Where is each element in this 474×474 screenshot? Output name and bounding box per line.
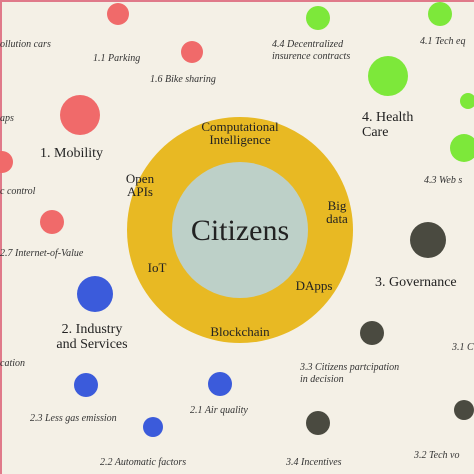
item-label-line: in decision [300, 374, 344, 385]
item-label-line: c control [0, 186, 36, 197]
dot [107, 3, 129, 25]
inner-circle [172, 162, 308, 298]
dot [306, 6, 330, 30]
dot [306, 411, 330, 435]
dot [360, 321, 384, 345]
domain-label: 1. Mobility [40, 146, 103, 161]
ring-label-line: Intelligence [209, 132, 271, 147]
ring-label: Computational Intelligence [201, 119, 279, 147]
item-label: 1.1 Parking [93, 53, 140, 64]
dot [60, 95, 100, 135]
item-label-line: 4.1 Tech eq [420, 36, 465, 47]
ring-label: DApps [296, 278, 333, 293]
item-label: 3.2 Tech vo [413, 450, 459, 461]
item-label: 2.1 Air quality [190, 405, 248, 416]
item-label: 1.6 Bike sharing [150, 74, 216, 85]
item-label-line: insurence contracts [272, 51, 350, 62]
dots [0, 2, 474, 437]
ring-label: IoT [148, 260, 167, 275]
domain-label-line: and Services [56, 337, 127, 352]
item-label: aps [0, 113, 14, 124]
item-label-line: aps [0, 113, 14, 124]
domain-label: 4. Health Care [362, 110, 413, 140]
item-label-line: 1.1 Parking [93, 53, 140, 64]
ring-label-line: APIs [127, 184, 153, 199]
item-label: 3.3 Citizens partcipation in decision [299, 362, 399, 385]
center-title: Citizens [191, 214, 289, 247]
ring-label-line: Big [328, 198, 347, 213]
dot [40, 210, 64, 234]
domain-label-line: 2. Industry [62, 322, 123, 337]
ring-label-line: data [326, 211, 348, 226]
domain-label-line: Care [362, 125, 388, 140]
domain-label: 2. Industry and Services [56, 322, 127, 352]
item-label: 3.4 Incentives [285, 457, 342, 468]
dot [0, 151, 13, 173]
dot [454, 400, 474, 420]
dot [460, 93, 474, 109]
item-label-line: ollution cars [0, 39, 51, 50]
item-label: 4.4 Decentralized insurence contracts [272, 39, 350, 62]
ring-label-line: DApps [296, 278, 333, 293]
item-label: 2.7 Internet-of-Value [0, 248, 84, 259]
item-label-line: 2.2 Automatic factors [100, 457, 186, 468]
dot [77, 276, 113, 312]
item-label: 2.2 Automatic factors [100, 457, 186, 468]
dot [368, 56, 408, 96]
ring-label-line: IoT [148, 260, 167, 275]
item-label-line: cation [0, 358, 25, 369]
dot [143, 417, 163, 437]
ring-label-line: Open [126, 171, 155, 186]
item-label-line: 3.2 Tech vo [413, 450, 459, 461]
item-label-line: 4.4 Decentralized [272, 39, 344, 50]
item-label-line: 1.6 Bike sharing [150, 74, 216, 85]
item-label: 2.3 Less gas emission [30, 413, 117, 424]
dot [428, 2, 452, 26]
item-label-line: 2.3 Less gas emission [30, 413, 117, 424]
item-label-line: 4.3 Web s [424, 175, 462, 186]
domain-label-line: 3. Governance [375, 275, 457, 290]
item-label: c control [0, 186, 36, 197]
item-label: cation [0, 358, 25, 369]
item-label: 4.1 Tech eq [420, 36, 465, 47]
dot [410, 222, 446, 258]
item-label: ollution cars [0, 39, 51, 50]
domain-label-line: 4. Health [362, 110, 413, 125]
item-label-line: 3.4 Incentives [285, 457, 342, 468]
item-label: 3.1 C [451, 342, 474, 353]
domain-label-line: 1. Mobility [40, 146, 103, 161]
ring-label: Blockchain [210, 324, 270, 339]
ring-label-line: Blockchain [210, 324, 270, 339]
item-label-line: 3.3 Citizens partcipation [299, 362, 399, 373]
ring-label: Open APIs [126, 171, 155, 199]
ring-label: Big data [326, 198, 348, 226]
item-label-line: 2.1 Air quality [190, 405, 248, 416]
ring-label-line: Computational [201, 119, 279, 134]
item-label: 4.3 Web s [424, 175, 462, 186]
item-label-line: 3.1 C [451, 342, 474, 353]
dot [450, 134, 474, 162]
dot [208, 372, 232, 396]
dot [181, 41, 203, 63]
item-label-line: 2.7 Internet-of-Value [0, 248, 84, 259]
domain-label: 3. Governance [375, 275, 457, 290]
labels: Computational Intelligence Open APIs Big data… [0, 36, 474, 468]
dot [74, 373, 98, 397]
